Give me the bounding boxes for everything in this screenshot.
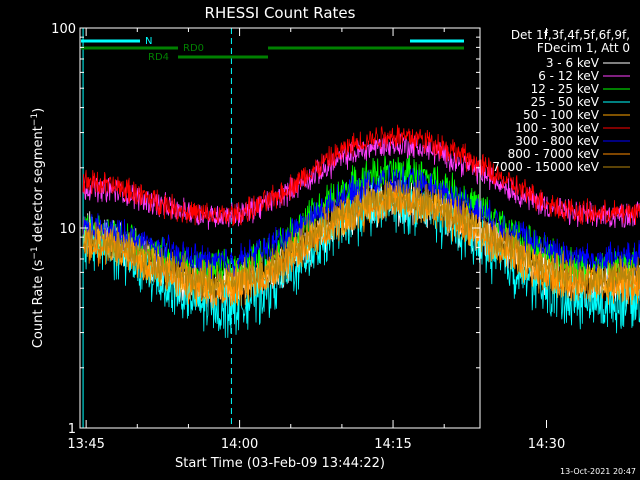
legend-label-6: 300 - 800 keV	[515, 134, 599, 148]
legend-label-5: 100 - 300 keV	[515, 121, 599, 135]
data-layer	[82, 28, 640, 428]
x-tick-label-1: 14:00	[221, 437, 258, 452]
legend-header-2: FDecim 1, Att 0	[537, 41, 630, 55]
legend-label-3: 25 - 50 keV	[531, 95, 600, 109]
x-tick-label-3: 14:30	[528, 437, 565, 452]
chart-title: RHESSI Count Rates	[205, 4, 356, 22]
x-tick-label-0: 13:45	[67, 437, 104, 452]
footer-date: 13-Oct-2021 20:47	[560, 467, 636, 476]
y-axis-label-sup2: −1	[30, 113, 40, 126]
y-tick-label-0: 1	[68, 422, 76, 437]
series-line-7	[82, 185, 640, 309]
legend-label-0: 3 - 6 keV	[546, 56, 600, 70]
y-axis-label-end: )	[31, 108, 46, 113]
flag-bar-rd0-2	[268, 46, 464, 50]
x-tick-label-2: 14:15	[374, 437, 411, 452]
legend-label-1: 6 - 12 keV	[538, 69, 600, 83]
y-axis-label-main: Count Rate (s	[31, 259, 46, 348]
flag-label-n: N	[145, 36, 152, 47]
y-axis-label-mid: detector segment	[31, 126, 46, 246]
series-line-8	[82, 179, 640, 300]
legend-label-7: 800 - 7000 keV	[508, 147, 600, 161]
legend-header-1: Det 1f,3f,4f,5f,6f,9f,	[511, 28, 630, 42]
legend-label-2: 12 - 25 keV	[531, 82, 600, 96]
y-tick-label-2: 100	[51, 22, 76, 37]
axis-layer: 13:4514:0014:1514:3014:4515:0015:1511010…	[51, 22, 565, 452]
legend: Det 1f,3f,4f,5f,6f,9f, FDecim 1, Att 0 3…	[492, 28, 630, 174]
flag-bar-n-2	[410, 39, 464, 43]
y-tick-label-1: 10	[59, 222, 76, 237]
flag-bar-n-1	[81, 39, 140, 43]
series-line-5	[82, 124, 640, 227]
flag-bar-rd0-1	[81, 46, 178, 50]
flag-label-rd4: RD4	[148, 52, 169, 63]
series-line-6	[82, 164, 640, 280]
legend-label-4: 50 - 100 keV	[523, 108, 600, 122]
flag-bar-rd4	[178, 55, 268, 59]
x-axis-label: Start Time (03-Feb-09 13:44:22)	[175, 456, 385, 471]
flag-label-rd0: RD0	[183, 43, 204, 54]
flag-layer: N RD0 RD4	[81, 36, 464, 63]
y-axis-label-sup1: −1	[30, 246, 40, 259]
y-axis-label: Count Rate (s−1 detector segment−1)	[30, 108, 46, 348]
legend-label-8: 7000 - 15000 keV	[492, 160, 599, 174]
